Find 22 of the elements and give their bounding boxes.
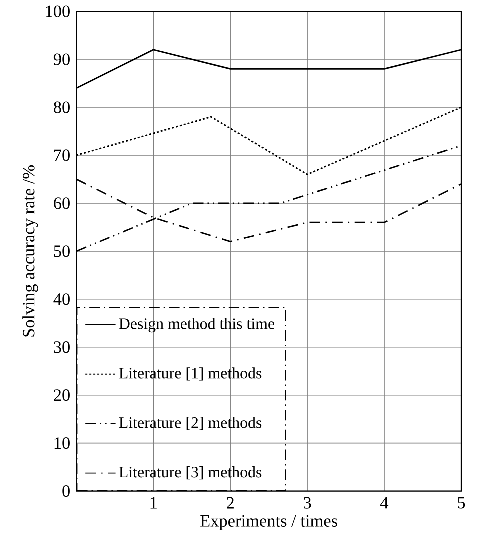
legend-label: Literature [1] methods [120,368,262,381]
y-tick-label: 90 [54,54,70,66]
legend-label: Literature [3] methods [120,466,262,480]
y-tick-label: 0 [62,485,70,498]
y-tick-label: 20 [54,390,70,402]
x-tick-label: 2 [227,497,234,509]
legend-label: Literature [2] methods [120,417,262,430]
y-tick-label: 40 [54,294,70,306]
y-tick-label: 10 [55,437,70,450]
x-tick-label: 4 [380,497,389,509]
y-tick-label: 80 [54,102,70,114]
y-tick-label: 100 [46,6,70,18]
x-tick-label: 5 [458,497,466,509]
x-axis-title: Experiments / times [200,515,338,530]
legend-label: Design method this time [120,318,275,333]
y-tick-label: 60 [54,198,70,210]
y-tick-label: 70 [54,150,70,162]
y-axis-title: Solving accuracy rate /% [22,166,38,337]
y-tick-label: 30 [54,342,70,354]
x-tick-label: 1 [150,497,158,509]
x-tick-label: 3 [304,497,312,509]
y-tick-label: 50 [54,246,70,258]
